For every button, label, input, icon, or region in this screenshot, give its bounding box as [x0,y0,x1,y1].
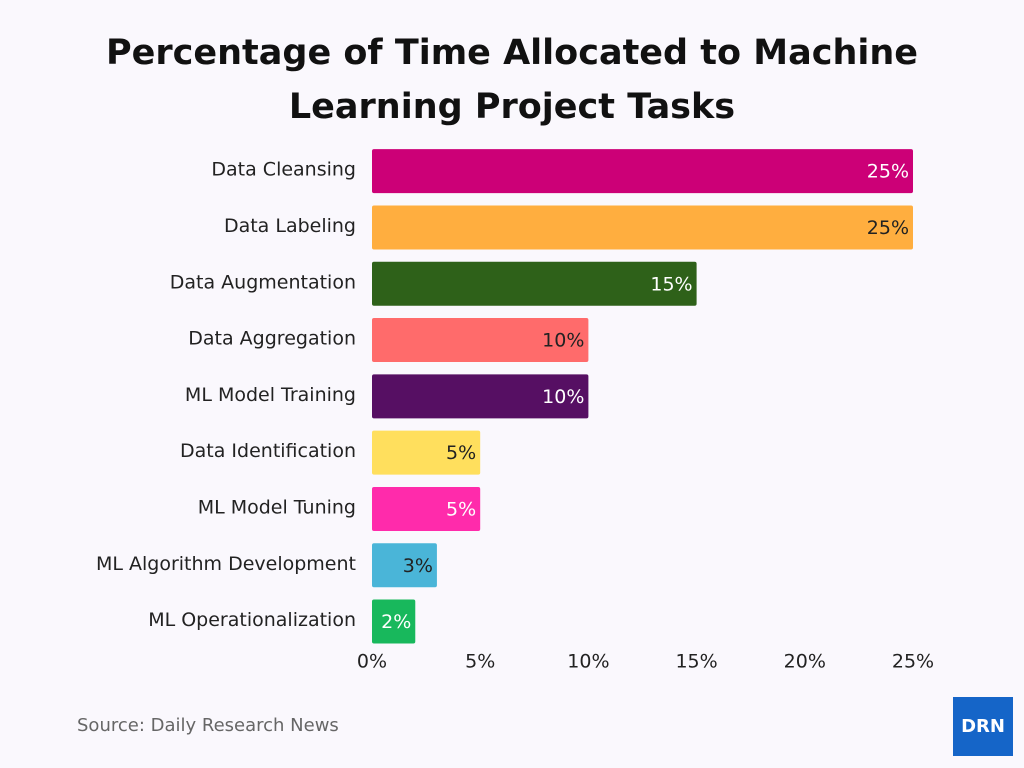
category-label: ML Model Tuning [198,496,356,518]
x-tick-label: 25% [892,651,934,673]
category-label: Data Augmentation [170,271,356,293]
category-label: ML Algorithm Development [96,553,356,575]
bar [372,149,913,194]
bar [372,261,697,306]
x-tick-label: 5% [465,651,495,673]
chart-title: Percentage of Time Allocated to Machine … [105,33,919,127]
bar [372,486,481,531]
x-tick-label: 20% [784,651,826,673]
source: Source: Daily Research News [77,715,339,736]
value-label: 10% [542,330,584,352]
x-tick-label: 10% [567,651,609,673]
category-label: Data Identification [180,440,356,462]
bar [372,205,913,250]
bar [372,543,437,588]
value-label: 10% [542,386,584,408]
logo: DRN [961,716,1005,737]
x-tick-label: 0% [357,651,387,673]
bar [372,599,416,644]
value-label: 5% [446,442,476,464]
value-label: 25% [867,161,909,183]
value-label: 5% [446,498,476,520]
bar [372,318,589,363]
logo-box [953,697,1013,756]
value-label: 15% [650,273,692,295]
bar [372,374,589,419]
x-tick-label: 15% [675,651,717,673]
value-label: 2% [381,611,411,633]
value-label: 3% [403,555,433,577]
category-label: Data Aggregation [188,328,356,350]
category-label: ML Model Training [185,384,356,406]
category-label: Data Cleansing [211,159,356,181]
bar [372,430,481,475]
category-label: ML Operationalization [148,609,356,631]
category-label: Data Labeling [224,215,356,237]
value-label: 25% [867,217,909,239]
